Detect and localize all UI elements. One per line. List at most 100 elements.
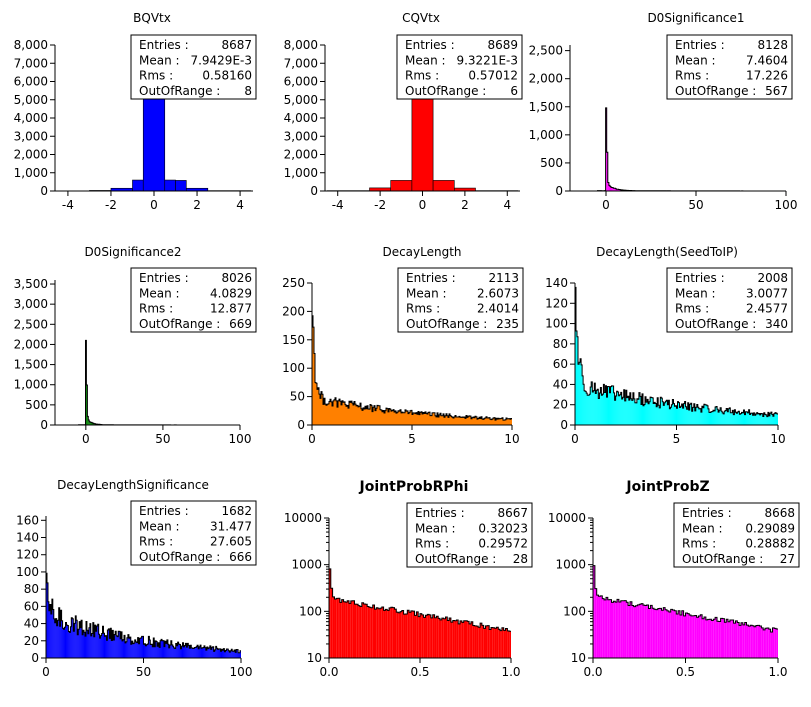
histogram-bar [469, 623, 471, 658]
histogram-bar [97, 624, 99, 658]
stats-value: 7.9429E-3 [190, 53, 252, 67]
histogram-bar [447, 620, 450, 658]
histogram-bar [607, 386, 609, 425]
histogram-bar [398, 612, 400, 658]
histogram-bar [707, 408, 709, 425]
histogram-bar [345, 602, 348, 658]
x-tick-label: 0 [602, 198, 610, 212]
histogram-bar [774, 628, 777, 658]
stats-value: 8128 [757, 38, 788, 52]
histogram-bar [661, 610, 664, 658]
histogram-bar [74, 623, 76, 658]
histogram-bar [172, 646, 174, 658]
histogram-bar [735, 412, 737, 425]
histogram-bar [93, 423, 95, 425]
y-tick-label: 6,000 [284, 75, 318, 89]
histogram-bar [438, 618, 441, 658]
histogram-bar [339, 602, 342, 658]
histogram-bar [761, 627, 764, 658]
histogram-bar [348, 408, 349, 425]
histogram-bar [421, 614, 424, 658]
histogram-bar [196, 646, 198, 658]
stats-label: Mean : [139, 53, 180, 67]
histogram-bar [352, 600, 355, 658]
histogram-bar [711, 411, 713, 425]
histogram-bar [678, 402, 680, 425]
stats-label: OutOfRange : [675, 317, 756, 331]
histogram-bar [759, 625, 762, 658]
stats-box-frame [406, 502, 533, 568]
histogram-bar [167, 644, 169, 658]
histogram-bar [68, 631, 70, 658]
histogram-bar [686, 409, 688, 425]
histogram-bar [592, 392, 594, 425]
histogram-bar [327, 404, 328, 425]
histogram-bar [88, 419, 90, 425]
histogram-bar [89, 421, 91, 425]
histogram-bar [115, 631, 117, 658]
histogram-bar [337, 407, 338, 425]
histogram-bar [439, 414, 440, 425]
histogram-bar [389, 607, 391, 658]
histogram-bar [501, 627, 504, 658]
x-tick-label: 5 [673, 432, 681, 446]
histogram-bar [458, 623, 461, 658]
histogram-bar [369, 409, 370, 425]
histogram-bar [666, 400, 668, 425]
histogram-bar [60, 610, 62, 658]
histogram-bar [76, 620, 78, 658]
stats-value: 8687 [221, 38, 252, 52]
x-tick-label: 0 [150, 198, 158, 212]
stats-value: 0.28882 [745, 537, 795, 551]
histogram-bar [403, 412, 404, 425]
histogram-bar [751, 413, 753, 425]
histogram-bar [181, 646, 183, 658]
histogram-bar [161, 639, 163, 658]
histogram-bar [577, 336, 579, 425]
histogram-bar [132, 179, 144, 192]
histogram-bar [610, 386, 612, 425]
stats-box: Entries : 8667 Mean : 0.32023 Rms : 0.29572Ou… [406, 502, 533, 568]
histogram-bar [56, 625, 58, 658]
x-tick-label: 0.0 [319, 665, 338, 679]
histogram-bar [226, 648, 228, 658]
histogram-bar [683, 615, 686, 658]
histogram-bar [501, 418, 502, 425]
histogram-bar [347, 600, 350, 658]
histogram-bar [380, 409, 381, 425]
histogram-bar [325, 404, 326, 425]
histogram-bar [749, 414, 751, 425]
histogram-bar [485, 625, 488, 658]
histogram-bar [737, 622, 740, 658]
histogram-bar [759, 414, 761, 425]
histogram-bar [426, 413, 427, 425]
histogram-bar [602, 394, 604, 425]
histogram-bar [407, 610, 410, 658]
histogram-bar [669, 408, 671, 425]
histogram-bar [725, 410, 727, 425]
histogram-bar [745, 411, 747, 425]
histogram-bar [580, 358, 582, 425]
histogram-bar [663, 607, 666, 658]
histogram-outline [329, 568, 511, 632]
histogram-bar [478, 418, 479, 425]
histogram-bar [332, 596, 335, 658]
histogram-bar [118, 631, 120, 658]
histogram-bar [230, 650, 232, 658]
histogram-bar [129, 637, 131, 658]
y-tick-label: 3,000 [284, 129, 318, 143]
y-tick-label: 50 [290, 390, 305, 404]
histogram-bars [575, 287, 778, 425]
histogram-bar [48, 610, 50, 658]
histogram-bar [651, 397, 653, 425]
histogram-bar [326, 405, 327, 425]
histogram-bar [468, 416, 469, 425]
histogram-bar [695, 407, 697, 425]
histogram-bar [409, 412, 410, 425]
histogram-bar [748, 409, 750, 425]
histogram-bar [153, 638, 155, 658]
histogram-bar [668, 400, 670, 425]
histogram-bar [692, 615, 695, 658]
histogram-bar [596, 390, 598, 425]
